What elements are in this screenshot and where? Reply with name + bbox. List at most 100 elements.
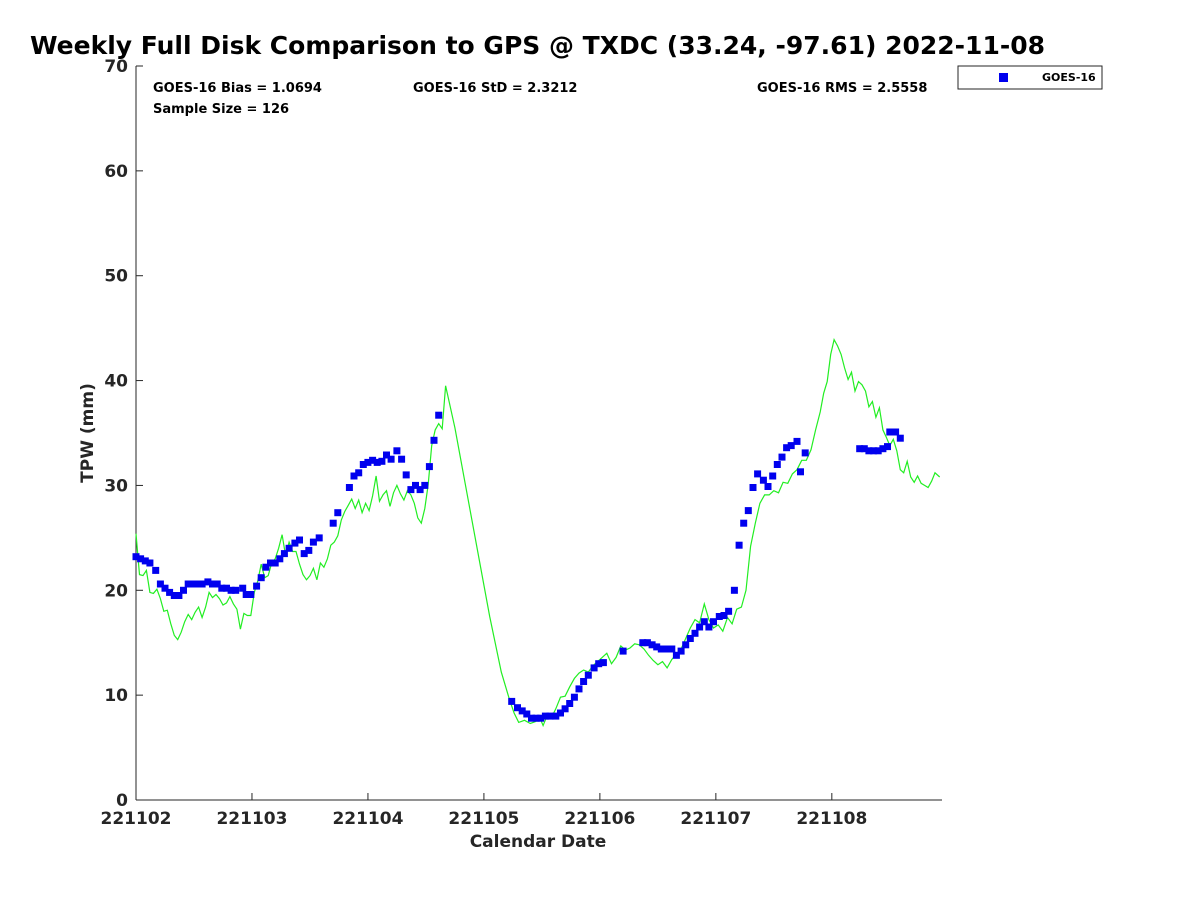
goes16-data-point xyxy=(305,546,313,554)
goes16-data-point xyxy=(315,534,323,542)
goes16-data-point xyxy=(677,647,685,655)
goes16-data-point xyxy=(523,710,531,718)
goes16-data-point xyxy=(537,714,545,722)
goes16-data-point xyxy=(865,447,873,455)
goes16-data-point xyxy=(223,584,230,592)
goes16-data-point xyxy=(383,451,390,459)
goes16-data-point xyxy=(566,700,574,707)
goes16-data-point xyxy=(253,582,261,590)
x-tick-label: 221107 xyxy=(680,809,751,829)
goes16-data-point xyxy=(398,455,406,463)
stat-std: GOES-16 StD = 2.3212 xyxy=(413,81,577,96)
goes16-data-point xyxy=(334,509,342,517)
goes16-data-point xyxy=(402,471,410,479)
goes16-data-point xyxy=(769,472,777,480)
goes16-data-point xyxy=(700,618,708,626)
goes16-data-point xyxy=(561,705,569,713)
goes16-data-point xyxy=(648,641,656,649)
goes16-data-point xyxy=(425,463,433,471)
goes16-data-point xyxy=(662,645,670,653)
legend-marker-goes16 xyxy=(999,73,1008,82)
goes16-data-point xyxy=(590,664,598,672)
goes16-data-point xyxy=(267,559,274,567)
goes16-data-point xyxy=(161,584,169,592)
goes16-data-point xyxy=(300,550,308,558)
goes16-data-point xyxy=(730,586,738,594)
x-tick-label: 221103 xyxy=(216,809,287,829)
goes16-data-point xyxy=(657,645,665,653)
goes16-data-point xyxy=(166,588,174,596)
goes16-data-point xyxy=(378,457,386,465)
goes16-data-point xyxy=(735,541,743,549)
goes16-data-point xyxy=(350,472,358,480)
goes16-data-point xyxy=(584,671,592,679)
goes16-data-point xyxy=(619,647,627,655)
goes16-data-point xyxy=(892,428,900,436)
goes16-data-point xyxy=(860,445,868,453)
goes16-data-point xyxy=(764,483,772,490)
goes16-data-point xyxy=(514,704,521,712)
goes16-data-point xyxy=(430,436,438,444)
goes16-data-point xyxy=(359,461,367,468)
goes16-data-point xyxy=(218,584,226,592)
y-tick-label: 30 xyxy=(104,476,128,496)
goes16-data-point xyxy=(285,544,293,552)
goes16-data-point xyxy=(749,484,757,491)
goes16-data-point xyxy=(686,635,694,642)
goes16-data-point xyxy=(886,428,894,436)
goes16-data-point xyxy=(744,507,752,515)
goes16-data-point xyxy=(518,707,526,715)
goes16-data-point xyxy=(801,449,809,457)
goes16-data-point xyxy=(247,591,255,598)
goes16-data-point xyxy=(407,486,415,494)
goes16-data-point xyxy=(870,447,878,455)
goes16-data-point xyxy=(393,447,401,455)
goes16-data-point xyxy=(528,714,535,722)
goes16-data-point xyxy=(146,559,154,567)
goes16-data-point xyxy=(740,519,748,527)
x-axis-label: Calendar Date xyxy=(470,832,607,852)
goes16-data-point xyxy=(532,714,540,722)
x-tick-label: 221108 xyxy=(796,809,867,829)
goes16-data-point xyxy=(691,629,699,637)
goes16-data-point xyxy=(137,555,145,563)
y-tick-label: 10 xyxy=(104,686,128,706)
goes16-data-point xyxy=(412,481,419,489)
goes16-data-point xyxy=(778,453,786,461)
y-axis-label: TPW (mm) xyxy=(78,383,98,483)
goes16-data-point xyxy=(345,484,353,491)
goes16-data-point xyxy=(227,586,235,594)
gps-series-line xyxy=(135,338,941,728)
goes16-data-point xyxy=(204,578,212,586)
goes16-data-point xyxy=(364,458,372,466)
legend-box xyxy=(957,65,1103,90)
goes16-data-point xyxy=(715,613,723,620)
goes16-data-point xyxy=(309,538,317,546)
goes16-data-point xyxy=(280,550,288,558)
chart-title: Weekly Full Disk Comparison to GPS @ TXD… xyxy=(30,31,1045,60)
goes16-data-point xyxy=(276,555,284,563)
stat-sample-size: Sample Size = 126 xyxy=(153,102,289,117)
x-tick-label: 221106 xyxy=(564,809,635,829)
goes16-data-point xyxy=(773,461,781,468)
goes16-data-point xyxy=(198,580,206,588)
goes16-data-point xyxy=(329,519,337,527)
goes16-data-point xyxy=(232,586,240,594)
goes16-data-point xyxy=(152,566,160,574)
goes16-data-point xyxy=(783,444,791,452)
goes16-data-point xyxy=(239,584,247,592)
goes16-data-point xyxy=(884,443,891,451)
goes16-data-point xyxy=(668,645,676,653)
goes16-data-point xyxy=(797,468,804,476)
goes16-data-point xyxy=(599,659,607,667)
x-tick-label: 221105 xyxy=(448,809,519,829)
x-tick-label: 221104 xyxy=(332,809,403,829)
legend-label-goes16: GOES-16 xyxy=(1042,71,1096,84)
goes16-data-point xyxy=(421,481,429,489)
goes16-data-point xyxy=(296,536,303,544)
goes16-data-point xyxy=(242,591,250,598)
goes16-data-point xyxy=(787,442,795,450)
goes16-data-point xyxy=(373,458,381,466)
goes16-data-point xyxy=(705,623,713,631)
goes16-data-point xyxy=(639,639,647,647)
